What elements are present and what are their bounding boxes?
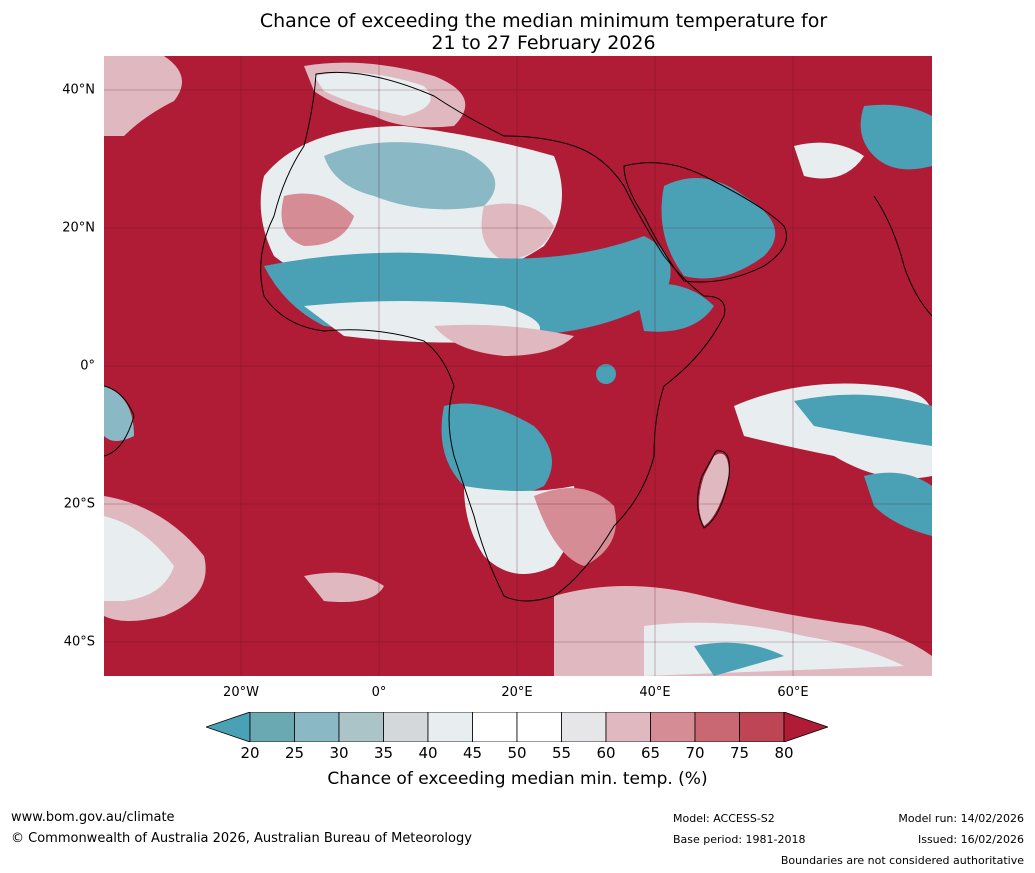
probability-map (104, 56, 932, 676)
colorbar-cell (294, 712, 340, 742)
footer-base-period: Base period: 1981-2018 (673, 833, 806, 846)
colorbar-cell (694, 712, 740, 742)
footer-copyright: © Commonwealth of Australia 2026, Austra… (11, 831, 472, 846)
colorbar-tick-label: 50 (507, 744, 527, 762)
region-madagascar (699, 453, 729, 526)
colorbar-cell (739, 712, 785, 742)
arabia-coastline (623, 162, 787, 283)
colorbar-cell (561, 712, 607, 742)
lat-label-0: 0° (80, 358, 95, 374)
region-north-atlantic (104, 56, 182, 136)
colorbar (206, 712, 828, 742)
colorbar-extend-high (783, 712, 828, 742)
colorbar-cell (650, 712, 696, 742)
colorbar-tick-label: 75 (729, 744, 750, 762)
colorbar-cell (605, 712, 651, 742)
colorbar-label: Chance of exceeding median min. temp. (%… (327, 769, 708, 789)
footer-issued: Issued: 16/02/2026 (917, 833, 1024, 846)
madagascar-coastline (697, 450, 730, 529)
colorbar-tick-label: 45 (462, 744, 483, 762)
colorbar-cell (383, 712, 429, 742)
colorbar-tick-label: 25 (284, 744, 305, 762)
lon-label-60e: 60°E (777, 685, 809, 700)
title-line-1: Chance of exceeding the median minimum t… (259, 10, 828, 32)
colorbar-tick-label: 55 (551, 744, 572, 762)
lat-label-20n: 20°N (62, 220, 95, 236)
footer-url: www.bom.gov.au/climate (11, 810, 175, 825)
region-horn-africa (634, 283, 714, 332)
india-coastline (873, 195, 932, 317)
south-america-coastline (104, 385, 135, 457)
colorbar-cell (338, 712, 384, 742)
colorbar-cell (472, 712, 518, 742)
colorbar-cell (249, 712, 295, 742)
colorbar-tick-label: 60 (596, 744, 616, 762)
colorbar-extend-low (206, 712, 251, 742)
graticule (104, 56, 932, 676)
title-line-2: 21 to 27 February 2026 (431, 32, 656, 54)
africa-coastline (260, 71, 726, 602)
colorbar-tick-label: 20 (240, 744, 260, 762)
lat-label-20s: 20°S (63, 496, 95, 512)
region-middle-east (860, 104, 932, 170)
lon-label-40e: 40°E (639, 685, 671, 700)
lon-label-0: 0° (371, 685, 387, 700)
footer-model-run: Model run: 14/02/2026 (898, 812, 1024, 825)
lat-label-40s: 40°S (63, 634, 95, 650)
colorbar-tick-label: 80 (774, 744, 794, 762)
colorbar-cell (516, 712, 562, 742)
lon-label-20e: 20°E (501, 685, 533, 700)
colorbar-tick-label: 30 (329, 744, 349, 762)
colorbar-tick-label: 70 (685, 744, 705, 762)
colorbar-tick-label: 35 (373, 744, 394, 762)
colorbar-tick-label: 65 (640, 744, 661, 762)
lon-label-20w: 20°W (223, 685, 259, 700)
colorbar-cell (427, 712, 473, 742)
region-southern-africa (441, 403, 552, 496)
colorbar-tick-label: 40 (418, 744, 438, 762)
map-title: Chance of exceeding the median minimum t… (0, 10, 1035, 54)
footer-disclaimer: Boundaries are not considered authoritat… (780, 854, 1024, 867)
lat-label-40n: 40°N (62, 82, 95, 98)
footer-model: Model: ACCESS-S2 (673, 812, 775, 825)
